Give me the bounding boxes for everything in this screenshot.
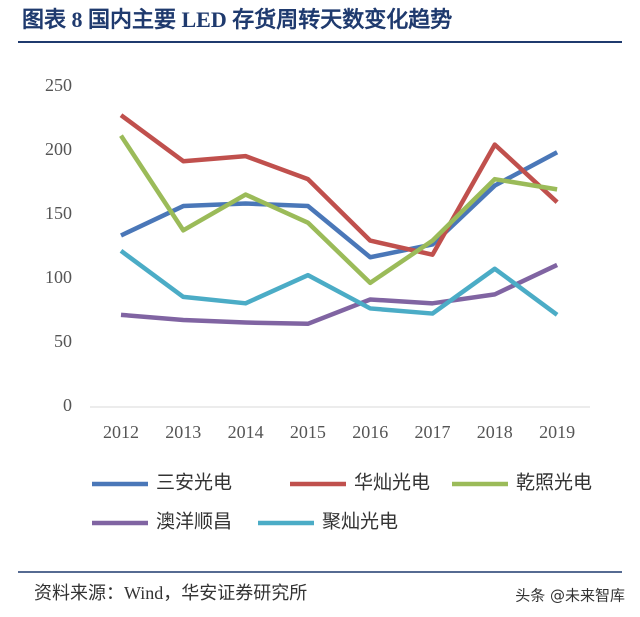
- title: 图表 8 国内主要 LED 存货周转天数变化趋势: [22, 7, 452, 32]
- x-tick-label: 2016: [352, 422, 388, 442]
- series-line: [119, 249, 559, 317]
- x-tick-label: 2013: [165, 422, 201, 442]
- series-line: [119, 134, 558, 286]
- legend-label: 澳洋顺昌: [156, 510, 232, 532]
- y-tick-label: 250: [45, 75, 72, 95]
- plot: 0 50 100 150 200 250 2012 2013 2014 2015 2016 2017 2…: [45, 75, 592, 532]
- x-tick-label: 2014: [228, 422, 264, 442]
- series-line: [120, 262, 559, 327]
- legend-label: 乾照光电: [516, 471, 592, 493]
- y-tick-label: 0: [63, 395, 72, 415]
- y-tick-label: 50: [54, 331, 72, 351]
- x-tick-label: 2018: [477, 422, 513, 442]
- watermark: 头条 @未来智库: [515, 587, 625, 605]
- y-tick-label: 200: [45, 139, 72, 159]
- series-line: [119, 113, 559, 257]
- y-tick-label: 100: [45, 267, 72, 287]
- series-line: [120, 150, 559, 260]
- x-tick-label: 2015: [290, 422, 326, 442]
- y-tick-label: 150: [45, 203, 72, 223]
- legend-label: 华灿光电: [354, 471, 430, 493]
- x-tick-label: 2019: [539, 422, 575, 442]
- x-tick-label: 2012: [103, 422, 139, 442]
- legend-label: 聚灿光电: [322, 510, 398, 532]
- legend-label: 三安光电: [156, 471, 232, 493]
- source: 资料来源：Wind，华安证券研究所: [34, 583, 307, 603]
- x-tick-label: 2017: [415, 422, 451, 442]
